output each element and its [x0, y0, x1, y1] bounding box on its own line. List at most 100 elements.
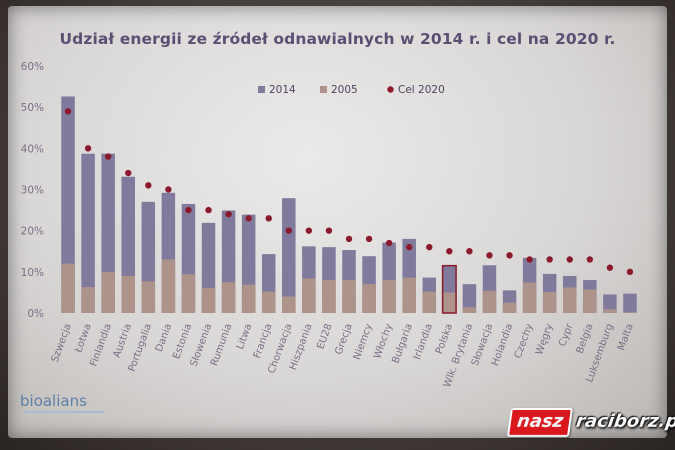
bar-2014	[623, 293, 637, 313]
bar-2005	[623, 312, 637, 313]
category-label: Estonia	[171, 322, 194, 360]
category-label: Niemcy	[352, 322, 375, 361]
bar-2005	[603, 309, 617, 313]
bar-2005	[402, 277, 416, 313]
target-2020-dot	[606, 264, 614, 271]
category-label: Cypr	[557, 321, 576, 348]
bar-2005	[583, 289, 597, 313]
bar-2005	[241, 284, 256, 313]
category-label: Szwecja	[50, 322, 74, 364]
bar-2005	[362, 284, 376, 313]
target-2020-dot	[84, 145, 92, 152]
category-label: Węgry	[534, 322, 555, 356]
highlight-outline	[441, 264, 457, 314]
target-2020-dot	[285, 227, 292, 234]
bar-2005	[81, 287, 95, 313]
legend-swatch-2005	[320, 86, 327, 93]
bar-2005	[382, 280, 396, 313]
category-label: Polska	[434, 322, 455, 355]
target-2020-dot	[165, 186, 172, 193]
target-2020-dot	[626, 268, 634, 276]
target-2020-dot	[145, 182, 152, 189]
y-tick-label: 30%	[21, 185, 44, 197]
target-2020-dot	[426, 243, 433, 251]
category-label: Irlandia	[412, 322, 435, 361]
bar-2005	[161, 259, 176, 313]
bar-2014	[282, 198, 296, 313]
y-tick-label: 20%	[21, 226, 44, 238]
legend-label-2005: 2005	[331, 84, 358, 96]
bar-2014	[603, 294, 617, 313]
bar-2005	[201, 287, 216, 313]
target-2020-dot	[225, 211, 232, 218]
target-2020-dot	[466, 248, 473, 255]
bar-2005	[101, 271, 115, 313]
category-label: Czechy	[513, 322, 536, 360]
category-label: Austria	[112, 322, 134, 359]
y-tick-label: 40%	[21, 143, 44, 155]
y-tick-label: 0%	[27, 308, 44, 320]
bar-2005	[522, 282, 537, 313]
target-2020-dot	[546, 256, 553, 263]
category-label: Grecja	[333, 322, 354, 356]
target-2020-dot	[245, 215, 252, 222]
legend-dot-cel-2020	[387, 86, 394, 93]
y-tick-label: 50%	[21, 102, 44, 114]
target-2020-dot	[325, 227, 333, 234]
bar-2014	[61, 96, 75, 313]
bar-2005	[482, 290, 497, 313]
target-2020-dot	[506, 252, 513, 259]
nasz-raciborz-badge: nasz raciborz.pl	[506, 407, 675, 437]
bar-2014	[81, 153, 95, 313]
target-2020-dot	[365, 235, 373, 243]
target-2020-dot	[586, 256, 594, 263]
target-2020-dot	[406, 243, 413, 251]
logo-underline	[24, 411, 104, 413]
target-2020-dot	[566, 256, 573, 263]
category-label: Włochy	[372, 322, 395, 360]
target-2020-dot	[486, 252, 493, 259]
projection-screen	[8, 6, 667, 438]
target-2020-dot	[345, 235, 353, 243]
target-2020-dot	[446, 248, 453, 255]
bar-2005	[542, 292, 557, 313]
bar-2005	[462, 307, 477, 313]
bar-2005	[221, 282, 236, 313]
target-2020-dot	[526, 256, 533, 263]
y-tick-label: 10%	[21, 267, 44, 279]
chart-title: Udział energii ze źródeł odnawialnych w …	[59, 30, 616, 48]
target-2020-dot	[64, 108, 72, 115]
bar-2005	[563, 287, 577, 313]
target-2020-dot	[305, 227, 313, 234]
category-label: Francja	[252, 322, 275, 360]
target-2020-dot	[125, 169, 132, 177]
bar-2005	[422, 291, 437, 313]
badge-left-text: nasz	[506, 407, 574, 437]
category-label: Litwa	[235, 322, 254, 351]
category-label: Dania	[154, 322, 174, 353]
category-label: Bułgaria	[390, 322, 415, 365]
bar-2005	[61, 263, 75, 313]
target-2020-dot	[104, 153, 112, 160]
bar-2005	[442, 292, 457, 313]
bar-2005	[121, 275, 135, 313]
bar-2005	[282, 296, 296, 313]
category-label: EU28	[315, 322, 334, 351]
bar-2005	[502, 302, 517, 313]
bar-2005	[261, 291, 276, 313]
bar-2014	[462, 284, 477, 313]
target-2020-dot	[205, 206, 212, 214]
target-2020-dot	[385, 239, 393, 247]
bar-2005	[342, 280, 356, 313]
bar-2005	[141, 281, 156, 313]
category-label: Malta	[616, 322, 636, 352]
category-label: Łotwa	[73, 322, 94, 355]
legend-swatch-2014	[258, 86, 265, 93]
bar-2005	[181, 274, 196, 313]
legend-label-2014: 2014	[269, 84, 296, 96]
bioalians-logo: bioalians	[20, 392, 87, 410]
bar-2005	[322, 280, 336, 313]
target-2020-dot	[185, 206, 192, 214]
y-tick-label: 60%	[21, 61, 44, 73]
